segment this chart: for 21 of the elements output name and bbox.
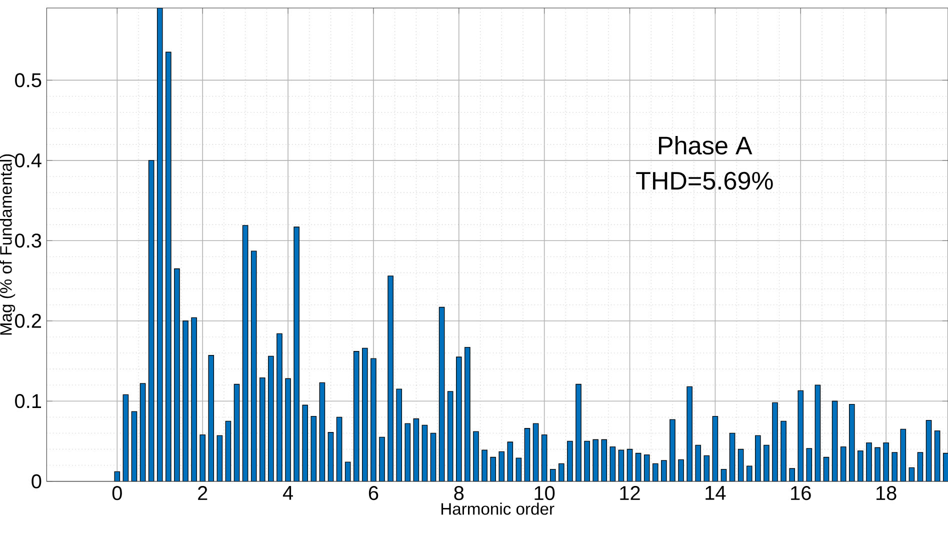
x-tick-label: 18: [876, 486, 896, 500]
y-tick-label: 0: [32, 474, 42, 488]
x-tick-label: 14: [706, 486, 726, 500]
x-tick-label: 8: [454, 486, 464, 500]
x-tick-label: 0: [112, 486, 122, 500]
y-axis-title: Mag (% of Fundamental): [0, 154, 16, 335]
x-tick-label: 10: [534, 486, 555, 500]
y-tick-label: 0.2: [15, 314, 41, 328]
annotation: THD=5.69%: [636, 172, 773, 190]
bar: [942, 452, 948, 482]
y-tick-label: 0.3: [15, 233, 42, 248]
x-tick-label: 12: [620, 486, 640, 500]
annotation: Phase A: [659, 136, 752, 154]
x-tick-label: 6: [368, 486, 378, 500]
x-tick-label: 4: [282, 486, 293, 500]
x-tick-label: 16: [791, 486, 811, 500]
y-tick-label: 0.5: [15, 72, 42, 88]
y-tick-label: 0.4: [15, 153, 42, 168]
y-tick-label: 0.1: [15, 394, 41, 408]
x-axis-title: Harmonic order: [441, 502, 554, 515]
x-tick-label: 2: [198, 486, 208, 500]
